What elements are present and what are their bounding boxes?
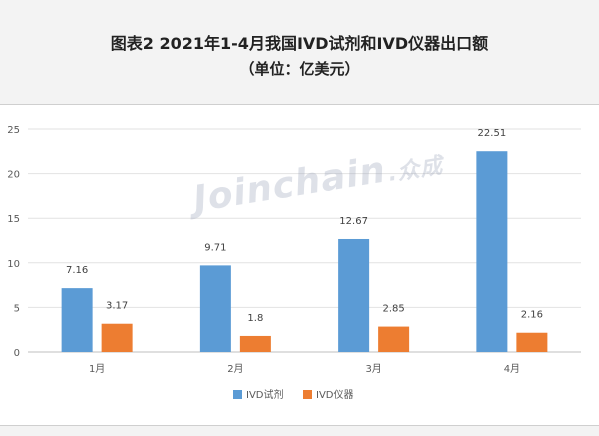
- legend-swatch: [233, 390, 242, 399]
- legend-label: IVD试剂: [246, 388, 284, 401]
- data-label: 9.71: [204, 242, 226, 253]
- chart-panel: 0 5 10 15 20 25 7.16 3.17 1月 9.71 1.8 2月 12.67 2.85 3月…: [0, 104, 599, 426]
- bar: [101, 323, 133, 352]
- bar: [61, 288, 93, 352]
- x-tick-label: 4月: [504, 363, 520, 375]
- x-tick-label: 2月: [227, 363, 243, 375]
- y-tick-label: 5: [14, 303, 20, 314]
- y-tick-label: 10: [7, 259, 20, 270]
- x-tick-label: 1月: [89, 363, 105, 375]
- data-label: 22.51: [478, 128, 507, 139]
- y-tick-label: 25: [7, 125, 20, 136]
- data-label: 1.8: [247, 313, 263, 324]
- data-label: 2.16: [521, 310, 543, 321]
- bar: [239, 335, 271, 352]
- data-label: 3.17: [106, 301, 128, 312]
- legend-swatch: [303, 390, 312, 399]
- bar: [199, 265, 231, 352]
- bar: [338, 238, 370, 352]
- data-label: 2.85: [382, 304, 404, 315]
- bar: [516, 332, 548, 352]
- bar: [476, 151, 508, 352]
- data-label: 7.16: [66, 265, 88, 276]
- x-tick-label: 3月: [365, 363, 381, 375]
- y-tick-label: 0: [14, 348, 20, 359]
- bar-chart: 0 5 10 15 20 25 7.16 3.17 1月 9.71 1.8 2月 12.67 2.85 3月…: [7, 125, 581, 401]
- legend-label: IVD仪器: [316, 389, 354, 401]
- data-label: 12.67: [339, 216, 368, 227]
- chart-title: 图表2 2021年1-4月我国IVD试剂和IVD仪器出口额: [110, 34, 489, 53]
- chart-subtitle: （单位：亿美元）: [239, 60, 360, 78]
- bar: [378, 326, 410, 352]
- chart-header: 图表2 2021年1-4月我国IVD试剂和IVD仪器出口额 （单位：亿美元）: [0, 0, 599, 100]
- y-tick-label: 15: [7, 214, 20, 225]
- y-tick-label: 20: [7, 170, 20, 181]
